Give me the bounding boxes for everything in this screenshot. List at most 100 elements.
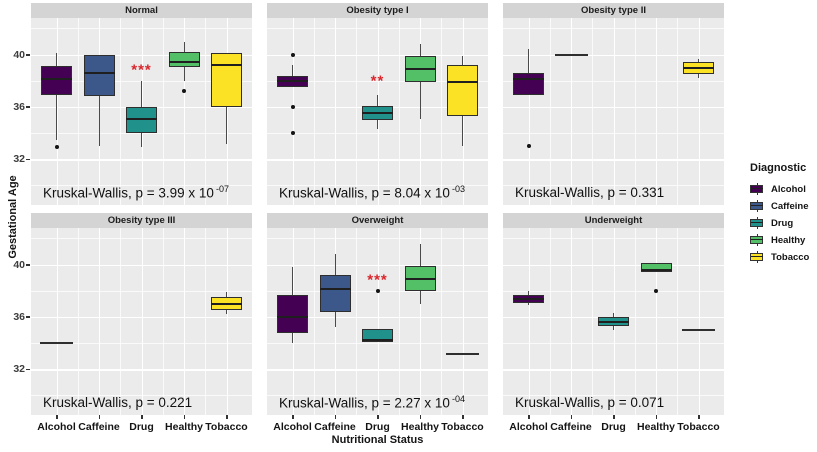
major-gridline [56,228,58,415]
major-gridline [656,18,658,205]
upper-whisker [292,65,293,77]
boxplot-box-alcohol [513,72,544,96]
upper-whisker [462,55,463,66]
major-gridline [184,228,186,415]
outlier-dot [290,52,295,57]
median-line [319,288,351,291]
legend-key-median [751,188,763,189]
facet-panel-underweight: Kruskal-Wallis, p = 0.071 [503,228,724,415]
facet-panel-obesity-type-iii: Kruskal-Wallis, p = 0.221 [31,228,252,415]
legend-title: Diagnostic [750,162,807,174]
minor-gridline [120,228,122,415]
major-gridline [528,228,530,415]
legend-key-median [751,205,763,206]
minor-gridline [205,18,207,205]
y-tick-label: 32 [13,153,25,166]
kruskal-pvalue: Kruskal-Wallis, p = 0.221 [43,395,192,410]
facet-panel-obesity-type-ii: Kruskal-Wallis, p = 0.331 [503,18,724,205]
boxplot-box-healthy [640,263,672,273]
major-gridline [377,228,379,415]
facet-title: Obesity type I [346,5,409,16]
x-tick-label-tobacco: Tobacco [205,421,248,433]
y-axis-title: Gestational Age [7,175,19,259]
x-tick-mark [56,415,58,419]
x-tick-label-healthy: Healthy [637,421,675,433]
legend-key-box [750,202,763,210]
minor-gridline [77,228,79,415]
major-gridline [226,228,228,415]
pvalue-exponent: -07 [215,183,229,194]
minor-gridline [120,18,122,205]
facet-strip-obesity-type-i: Obesity type I [267,3,488,18]
major-gridline [571,228,573,415]
kruskal-pvalue: Kruskal-Wallis, p = 0.331 [515,185,664,200]
upper-whisker [377,95,378,106]
x-tick-mark [141,415,143,419]
pvalue-exponent: -04 [451,393,465,404]
outlier-dot [526,144,531,149]
facet-title: Obesity type II [581,5,646,16]
single-value-line-tobacco [682,329,715,331]
single-value-line-tobacco [446,352,479,355]
outlier-dot [290,131,295,136]
median-line [83,71,115,74]
x-tick-label-healthy: Healthy [165,421,203,433]
lower-whisker [56,95,57,140]
median-line [598,321,629,324]
x-tick-mark [570,415,572,419]
legend-key-box [750,253,763,261]
major-gridline [99,228,101,415]
boxplot-box-tobacco [211,53,242,107]
upper-whisker [419,44,421,56]
minor-gridline [592,18,594,205]
legend-label: Caffeine [771,200,809,212]
outlier-dot [375,288,380,293]
major-gridline [292,18,294,205]
x-tick-label-alcohol: Alcohol [37,421,76,433]
median-line [168,61,200,64]
upper-whisker [141,80,142,107]
kruskal-pvalue: Kruskal-Wallis, p = 8.04 x 10 -03 [279,184,465,201]
minor-gridline [592,228,594,415]
boxplot-box-alcohol [277,294,308,333]
legend-entry-drug: Drug [750,217,817,229]
single-value-line-caffeine [554,53,588,56]
minor-gridline [441,228,443,415]
x-tick-label-drug: Drug [365,421,390,433]
y-tick-label: 40 [13,48,25,61]
legend-key-boxplot-icon [750,251,765,263]
outlier-dot [182,89,186,94]
upper-whisker [56,53,57,67]
median-line [513,78,544,81]
x-tick-label-caffeine: Caffeine [550,421,592,433]
minor-gridline [162,18,164,205]
legend-entry-tobacco: Tobacco [750,251,817,263]
kruskal-pvalue: Kruskal-Wallis, p = 0.071 [515,395,664,410]
median-line [362,338,393,341]
lower-whisker [613,326,614,330]
major-gridline [141,228,143,415]
minor-gridline [549,228,551,415]
minor-gridline [549,18,551,205]
lower-whisker [698,74,699,79]
major-gridline [462,228,464,415]
lower-whisker [419,290,421,304]
median-line [404,68,436,70]
legend-key-median [751,239,763,240]
x-tick-label-alcohol: Alcohol [273,421,312,433]
lower-whisker [462,116,463,147]
x-tick-label-tobacco: Tobacco [677,421,720,433]
significance-stars: ** [370,72,385,90]
boxplot-box-tobacco [447,65,478,117]
kruskal-pvalue: Kruskal-Wallis, p = 3.99 x 10 -07 [43,184,229,201]
minor-gridline [398,18,400,205]
upper-whisker [292,267,293,295]
facet-title: Normal [125,5,158,16]
y-tick-mark [26,368,30,371]
x-tick-mark [292,415,294,419]
major-gridline [184,18,186,205]
x-tick-mark [462,415,464,419]
y-tick-label: 32 [13,363,25,376]
x-tick-label-caffeine: Caffeine [314,421,356,433]
major-gridline [698,228,700,415]
